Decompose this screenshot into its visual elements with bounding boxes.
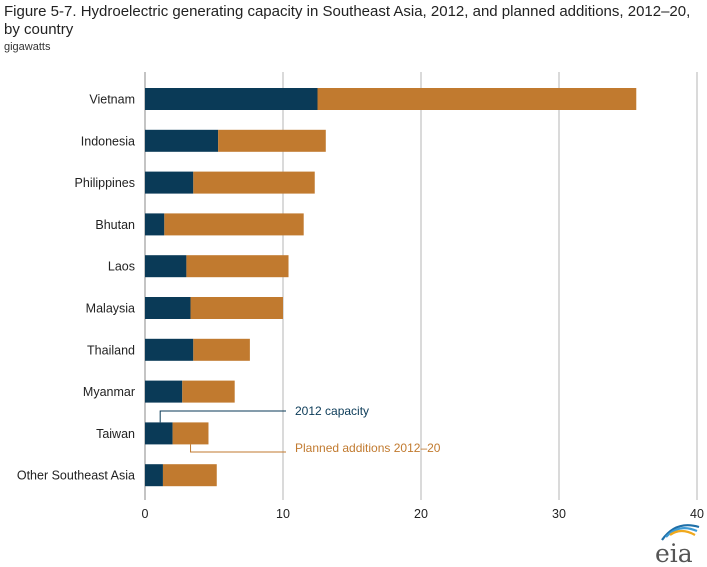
annotation-planned-additions: Planned additions 2012–20: [295, 441, 441, 455]
bar-capacity-2012: [145, 464, 163, 487]
chart-title: Figure 5-7. Hydroelectric generating cap…: [4, 3, 691, 38]
category-label: Bhutan: [95, 218, 135, 232]
category-label: Philippines: [75, 176, 135, 190]
bar-capacity-2012: [145, 255, 187, 278]
unit-label: gigawatts: [4, 41, 51, 53]
category-label: Taiwan: [96, 427, 135, 441]
bar-planned-additions: [182, 380, 235, 403]
bar-planned-additions: [218, 129, 326, 152]
category-label: Vietnam: [89, 93, 135, 107]
bar-planned-additions: [186, 255, 289, 278]
bar-planned-additions: [162, 464, 217, 487]
bar-capacity-2012: [145, 88, 318, 110]
category-label: Malaysia: [86, 302, 135, 316]
bar-planned-additions: [172, 422, 209, 445]
bar-planned-additions: [317, 88, 637, 110]
bar-planned-additions: [164, 213, 304, 236]
callout-line-planned: [190, 444, 286, 453]
x-tick-label: 30: [552, 507, 566, 521]
bar-capacity-2012: [145, 380, 183, 403]
category-label: Thailand: [87, 343, 135, 357]
bar-capacity-2012: [145, 213, 165, 236]
bar-capacity-2012: [145, 338, 194, 361]
x-tick-label: 10: [276, 507, 290, 521]
eia-logo: eia: [655, 524, 700, 567]
logo-swoosh-0: [661, 524, 700, 541]
logo-text: eia: [655, 539, 693, 567]
bar-capacity-2012: [145, 171, 194, 194]
callout-line-capacity: [159, 410, 286, 423]
x-tick-label: 20: [414, 507, 428, 521]
x-tick-label: 40: [690, 507, 704, 521]
category-label: Other Southeast Asia: [17, 469, 135, 483]
category-label: Myanmar: [83, 385, 135, 399]
annotation-capacity-2012: 2012 capacity: [295, 404, 369, 418]
bar-capacity-2012: [145, 297, 191, 319]
logo-swoosh-1: [665, 526, 698, 538]
x-tick-label: 0: [142, 507, 149, 521]
category-label: Laos: [108, 260, 135, 274]
bar-planned-additions: [190, 297, 283, 319]
bar-capacity-2012: [145, 129, 219, 152]
bar-planned-additions: [193, 171, 315, 194]
logo-swoosh-2: [669, 529, 696, 536]
category-label: Indonesia: [81, 134, 135, 148]
bar-planned-additions: [193, 338, 250, 361]
bar-capacity-2012: [145, 422, 173, 445]
